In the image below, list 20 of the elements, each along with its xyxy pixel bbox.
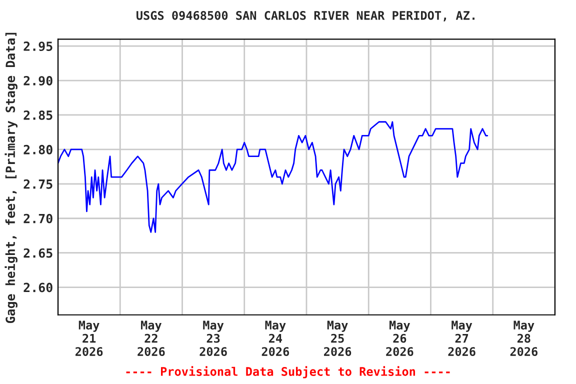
y-tick-label: 2.75 xyxy=(24,179,52,189)
y-tick-label: 2.60 xyxy=(24,282,52,292)
x-tick-label: May 25 2026 xyxy=(324,320,352,356)
y-tick-label: 2.70 xyxy=(24,214,52,224)
y-tick-label: 2.80 xyxy=(24,144,52,154)
x-tick-label: May 28 2026 xyxy=(510,320,538,356)
y-tick-label: 2.85 xyxy=(24,110,52,120)
x-tick-label: May 22 2026 xyxy=(138,320,165,356)
x-tick-label: May 24 2026 xyxy=(262,320,290,356)
line-series xyxy=(58,121,488,233)
x-tick-label: May 27 2026 xyxy=(448,320,476,356)
text: ---- Provisional Data Subject to Revision ---- xyxy=(126,366,450,378)
y-tick-label: 2.65 xyxy=(24,248,52,258)
y-axis-title: Gage height, feet, [Primary Stage Data] xyxy=(4,32,18,324)
x-tick-label: May 21 2026 xyxy=(76,320,103,356)
y-tick-label: 2.90 xyxy=(24,76,52,86)
chart-title: USGS 09468500 SAN CARLOS RIVER NEAR PERIDOT, AZ. xyxy=(136,10,474,22)
x-tick-label: May 23 2026 xyxy=(200,320,227,356)
x-tick-label: May 26 2026 xyxy=(386,320,414,356)
y-tick-label: 2.95 xyxy=(24,42,52,52)
